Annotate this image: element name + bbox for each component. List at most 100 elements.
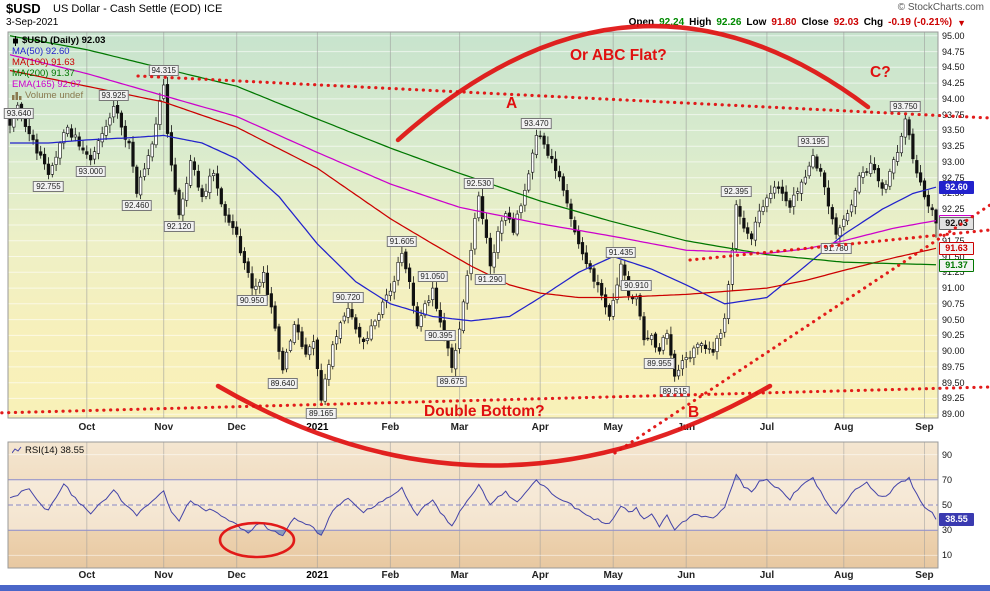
month-label: Nov [154,570,174,581]
price-callout: 92.460 [121,199,153,211]
price-callout: 89.165 [305,407,337,419]
price-callout: 92.395 [720,186,752,198]
legend-item: RSI(14) 38.55 [11,445,85,456]
price-tick: 93.25 [942,141,965,152]
price-tick: 95.00 [942,30,965,41]
month-label: Feb [381,570,400,581]
month-label: Jun [677,422,696,433]
price-callout: 93.750 [890,100,921,112]
price-callout: 90.950 [236,295,268,307]
month-label: Apr [531,422,549,433]
legend-label: MA(100) 91.63 [12,57,75,68]
symbol: $USD [6,1,41,16]
price-callout: 89.675 [436,375,468,387]
axis-value-box: 91.63 [939,242,974,256]
rsi-line [9,473,937,537]
price-callout: 92.120 [163,221,195,233]
price-tick: 90.00 [942,346,965,357]
price-tick: 94.50 [942,62,965,73]
close-label: Close [801,17,829,28]
legend-item: $USD (Daily) 92.03 [12,35,105,46]
price-callout: 92.530 [463,177,494,189]
price-callout: 90.720 [332,291,364,303]
indicator-line-icon [11,446,22,454]
legend-item: Volume undef [12,90,83,101]
price-tick: 90.50 [942,314,965,325]
price-tick: 93.50 [942,125,965,136]
change-value: -0.19 (-0.21%) [888,17,953,28]
open-label: Open [628,17,655,28]
rsi-tick: 70 [942,474,953,485]
chart-date: 3-Sep-2021 [6,17,59,28]
month-label: Mar [450,570,469,581]
price-callout: 93.470 [521,118,552,130]
price-callout: 89.640 [267,377,299,389]
month-label: Feb [381,422,400,433]
month-label: Oct [78,422,96,433]
price-callout: 90.910 [621,279,652,291]
month-label: Jun [677,570,696,581]
price-callout: 93.925 [98,89,129,101]
price-tick: 90.75 [942,298,965,309]
price-tick: 89.50 [942,377,965,388]
price-callout: 93.000 [75,165,106,177]
price-tick: 94.75 [942,46,965,57]
month-label: Aug [834,422,854,433]
price-tick: 89.25 [942,393,965,404]
close-value: 92.03 [833,17,859,28]
month-label: Oct [78,570,96,581]
legend-item: MA(100) 91.63 [12,57,75,68]
rsi-plot [8,442,938,568]
candlestick-icon [12,35,19,46]
change-label: Chg [863,17,884,28]
candlestick-icon [13,35,18,46]
month-label: May [603,570,623,581]
legend-label: $USD (Daily) 92.03 [22,35,106,46]
high-label: High [689,17,712,28]
month-label: Nov [154,422,174,433]
price-callout: 91.050 [417,270,448,282]
month-label: Sep [915,422,934,433]
quote-line: Open 92.24 High 92.26 Low 91.80 Close 92… [629,17,966,28]
month-label: Dec [227,570,246,581]
price-tick: 94.25 [942,78,965,89]
high-value: 92.26 [716,17,742,28]
axis-value-box: 92.03 [939,217,974,231]
price-tick: 89.00 [942,409,965,420]
open-value: 92.24 [659,17,685,28]
price-tick: 94.00 [942,93,965,104]
legend-label: RSI(14) 38.55 [25,445,85,456]
month-label: Jul [759,570,775,581]
volume-icon [12,92,22,100]
copyright: © StockCharts.com [897,2,984,13]
legend-item: MA(200) 91.37 [12,68,75,79]
price-callout: 93.640 [3,107,35,119]
rsi-tick: 50 [942,500,953,510]
low-label: Low [746,17,767,28]
price-tick: 92.75 [942,172,965,183]
price-tick: 90.25 [942,330,965,341]
month-label: Jul [759,422,775,433]
legend-label: MA(200) 91.37 [12,68,75,79]
rsi-tick: 30 [942,525,953,536]
down-arrow-icon: ▼ [957,17,966,28]
price-callout: 89.515 [659,385,690,397]
legend-item: MA(50) 92.60 [12,46,70,57]
month-label: May [603,422,623,433]
month-label: Aug [834,570,854,581]
price-callout: 91.290 [475,273,506,285]
axis-value-box: 91.37 [939,258,974,272]
price-callout: 91.605 [386,235,418,247]
rsi-tick: 10 [942,550,953,561]
month-label: Mar [450,422,469,433]
price-tick: 93.75 [942,109,965,120]
bottom-bar [0,585,990,591]
price-tick: 93.00 [942,156,965,167]
month-label: Apr [531,570,549,581]
price-callout: 93.195 [797,135,829,147]
price-callout: 90.395 [425,330,456,342]
rsi-value-box: 38.55 [939,513,974,527]
month-label: Dec [227,422,246,433]
